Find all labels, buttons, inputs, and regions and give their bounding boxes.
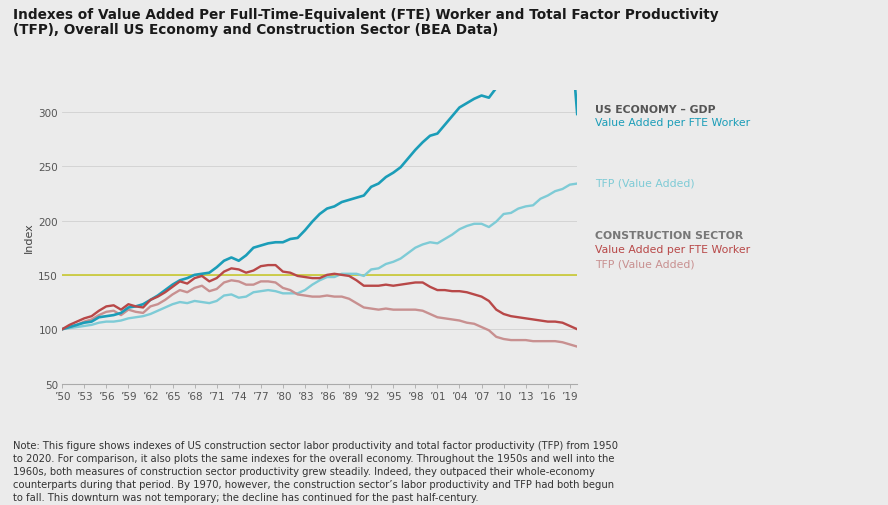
Y-axis label: Index: Index	[24, 222, 34, 252]
Text: (TFP), Overall US Economy and Construction Sector (BEA Data): (TFP), Overall US Economy and Constructi…	[13, 23, 498, 37]
Text: TFP (Value Added): TFP (Value Added)	[595, 178, 694, 188]
Text: Value Added per FTE Worker: Value Added per FTE Worker	[595, 117, 750, 127]
Text: Note: This figure shows indexes of US construction sector labor productivity and: Note: This figure shows indexes of US co…	[13, 440, 618, 502]
Text: CONSTRUCTION SECTOR: CONSTRUCTION SECTOR	[595, 230, 743, 240]
Text: TFP (Value Added): TFP (Value Added)	[595, 260, 694, 270]
Text: US ECONOMY – GDP: US ECONOMY – GDP	[595, 105, 716, 114]
Text: Indexes of Value Added Per Full-Time-Equivalent (FTE) Worker and Total Factor Pr: Indexes of Value Added Per Full-Time-Equ…	[13, 8, 719, 22]
Text: Value Added per FTE Worker: Value Added per FTE Worker	[595, 244, 750, 255]
